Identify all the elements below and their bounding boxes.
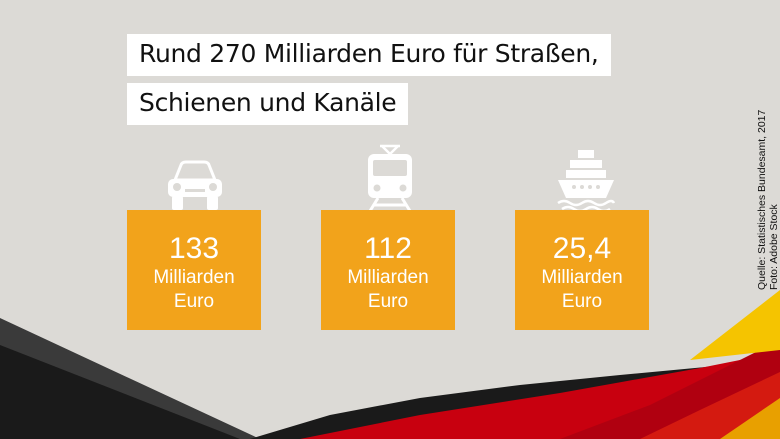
value-unit-line2: Euro xyxy=(561,291,603,312)
source-credit: Quelle: Statistisches Bundesamt, 2017 Fo… xyxy=(756,110,780,290)
value-unit-line1: Milliarden xyxy=(347,267,429,288)
value-unit-line1: Milliarden xyxy=(541,267,623,288)
value-card-road: 133 Milliarden Euro xyxy=(127,210,261,330)
title-line-2: Schienen und Kanäle xyxy=(127,83,409,125)
value-unit-line2: Euro xyxy=(367,291,409,312)
value-number: 112 xyxy=(364,232,412,265)
train-icon xyxy=(368,144,412,212)
value-unit-line1: Milliarden xyxy=(153,267,235,288)
value-unit-line2: Euro xyxy=(173,291,215,312)
value-card-waterway: 25,4 Milliarden Euro xyxy=(515,210,649,330)
value-number: 25,4 xyxy=(552,232,612,265)
car-icon xyxy=(168,160,222,210)
photo-credit-text: Foto: Adobe Stock xyxy=(768,204,780,290)
title-line-1: Rund 270 Milliarden Euro für Straßen, xyxy=(127,34,611,76)
value-card-rail: 112 Milliarden Euro xyxy=(321,210,455,330)
value-number: 133 xyxy=(168,232,220,265)
ship-icon xyxy=(557,150,616,212)
source-text: Quelle: Statistisches Bundesamt, 2017 xyxy=(756,109,768,290)
